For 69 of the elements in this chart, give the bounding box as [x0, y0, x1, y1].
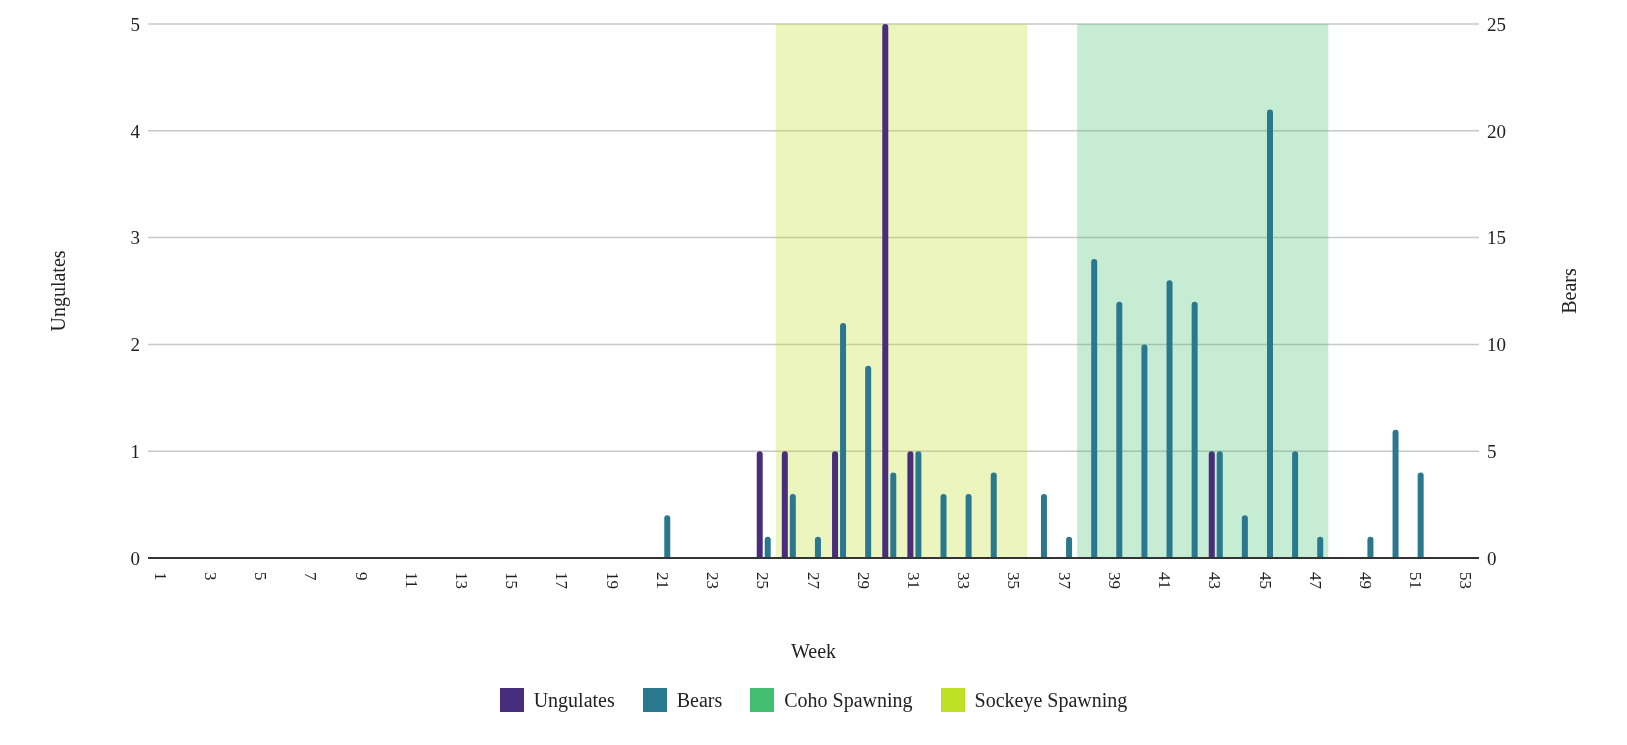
x-tick-label: 51 [1406, 572, 1426, 589]
bar [1066, 536, 1073, 558]
legend-label: Coho Spawning [784, 688, 913, 712]
bar [1417, 472, 1424, 558]
x-tick-label: 35 [1004, 572, 1024, 589]
y-tick-label: 2 [130, 334, 140, 356]
bar [664, 515, 671, 558]
bar [814, 536, 821, 558]
x-tick-label: 13 [451, 572, 471, 589]
legend-label: Ungulates [533, 688, 615, 712]
y2-axis-title: Bears [1558, 268, 1581, 314]
x-tick-label: 15 [502, 572, 522, 589]
y-tick-label: 4 [130, 120, 141, 142]
bar [990, 472, 997, 558]
bar [1392, 429, 1399, 558]
x-tick-label: 33 [954, 572, 974, 589]
bar [1292, 451, 1299, 558]
x-tick-label: 9 [351, 572, 371, 581]
bar [1317, 536, 1324, 558]
bar [1091, 258, 1098, 558]
x-tick-label: 27 [803, 572, 823, 590]
x-tick-label: 25 [753, 572, 773, 589]
y-tick-label: 1 [130, 440, 140, 462]
bar [1266, 109, 1273, 558]
bar [1040, 493, 1047, 558]
x-tick-label: 49 [1356, 572, 1376, 589]
x-tick-label: 43 [1205, 572, 1225, 589]
x-tick-label: 11 [401, 572, 421, 589]
y-tick-label: 0 [130, 547, 140, 569]
x-tick-label: 45 [1255, 572, 1275, 589]
bar [1166, 280, 1173, 558]
y-tick-label: 5 [130, 13, 140, 35]
legend-label: Bears [676, 688, 723, 712]
bar [1141, 344, 1148, 558]
y2-tick-label: 20 [1487, 120, 1506, 142]
bar [940, 493, 947, 558]
x-tick-label: 17 [552, 572, 572, 590]
bar [764, 536, 771, 558]
bar [890, 472, 897, 558]
y2-tick-label: 10 [1487, 334, 1506, 356]
x-tick-label: 7 [301, 572, 321, 581]
x-tick-label: 41 [1155, 572, 1175, 589]
y2-tick-label: 5 [1487, 440, 1497, 462]
y2-tick-label: 0 [1487, 547, 1497, 569]
x-tick-label: 3 [200, 572, 220, 581]
bar [1367, 536, 1374, 558]
y-tick-label: 3 [130, 227, 140, 249]
bar [1116, 301, 1123, 558]
x-tick-label: 53 [1456, 572, 1476, 589]
x-tick-label: 21 [652, 572, 672, 589]
x-axis-title: Week [790, 640, 837, 662]
x-tick-label: 19 [602, 572, 622, 589]
y2-tick-label: 15 [1487, 227, 1506, 249]
bar [840, 323, 847, 558]
bar [1191, 301, 1198, 558]
x-tick-label: 31 [904, 572, 923, 589]
bar [865, 365, 872, 558]
x-tick-label: 23 [703, 572, 723, 589]
legend-label: Sockeye Spawning [974, 688, 1128, 712]
x-tick-label: 29 [853, 572, 873, 589]
y-axis-title: Ungulates [47, 250, 71, 332]
bar [965, 493, 972, 558]
x-tick-label: 39 [1104, 572, 1124, 589]
x-tick-label: 5 [251, 572, 271, 581]
y2-tick-label: 25 [1487, 13, 1506, 35]
x-tick-label: 37 [1054, 572, 1074, 590]
x-tick-label: 1 [150, 572, 170, 581]
x-tick-label: 47 [1305, 572, 1325, 590]
bar [1241, 515, 1248, 558]
